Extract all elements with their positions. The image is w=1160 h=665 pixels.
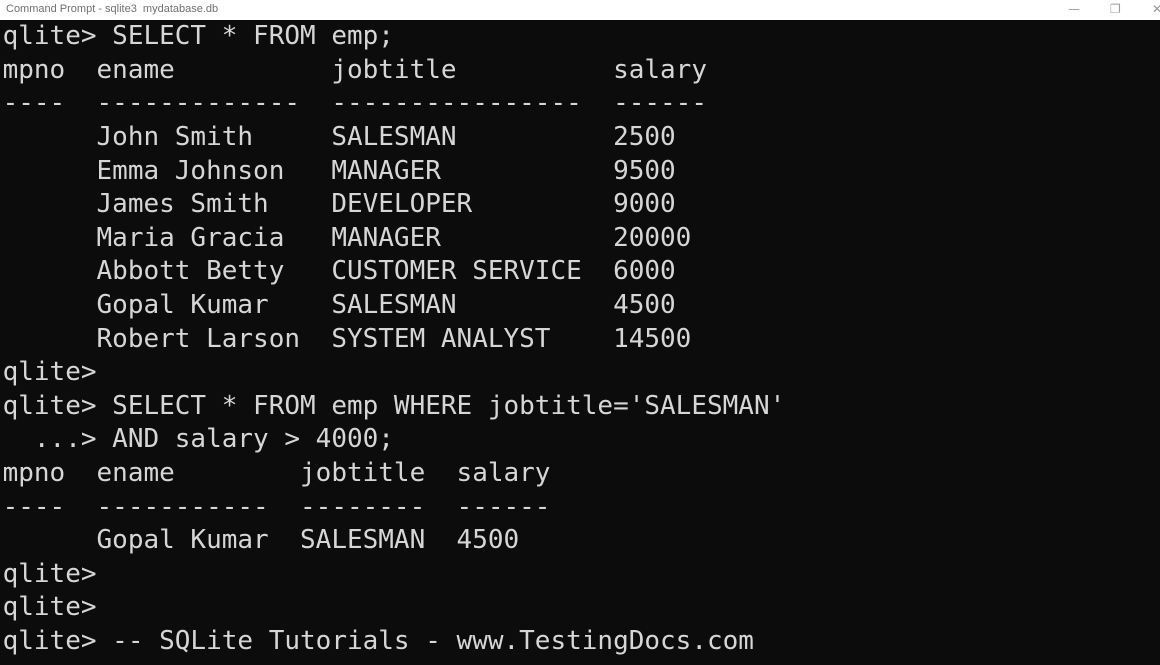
restore-button[interactable]: ❐ <box>1110 2 1121 16</box>
console-line: Emma Johnson MANAGER 9500 <box>2 155 676 186</box>
console-line: mpno ename jobtitle salary <box>2 458 551 488</box>
console-line: qlite> -- SQLite Tutorials - www.Testing… <box>2 626 754 656</box>
console-line: Maria Gracia MANAGER 20000 <box>2 222 692 253</box>
console-line: qlite> <box>2 357 97 388</box>
close-button[interactable]: ✕ <box>1152 2 1160 16</box>
console-line: ---- ----------- -------- ------ <box>2 491 551 522</box>
minimize-button[interactable]: — <box>1068 2 1080 16</box>
console-line: qlite> <box>2 558 97 589</box>
console-line: John Smith SALESMAN 2500 <box>2 122 676 152</box>
console: qlite> SELECT * FROM emp; mpno ename jobt… <box>0 20 1160 665</box>
console-line: Abbott Betty CUSTOMER SERVICE 6000 <box>2 256 676 287</box>
console-line: qlite> SELECT * FROM emp; <box>2 21 394 52</box>
console-line: Robert Larson SYSTEM ANALYST 14500 <box>2 323 692 354</box>
console-line: ---- ------------- ---------------- ----… <box>2 88 707 119</box>
console-line: qlite> SELECT * FROM emp WHERE jobtitle=… <box>2 390 786 421</box>
console-line: ...> AND salary > 4000; <box>2 424 394 455</box>
console-line: mpno ename jobtitle salary <box>2 54 707 85</box>
console-line: James Smith DEVELOPER 9000 <box>2 189 676 220</box>
console-line: qlite> <box>2 592 97 623</box>
console-line: Gopal Kumar SALESMAN 4500 <box>2 525 520 556</box>
console-line: Gopal Kumar SALESMAN 4500 <box>2 290 676 320</box>
title-bar: Command Prompt - sqlite3 mydatabase.db —… <box>0 0 1160 20</box>
window-title: Command Prompt - sqlite3 mydatabase.db <box>6 3 219 15</box>
